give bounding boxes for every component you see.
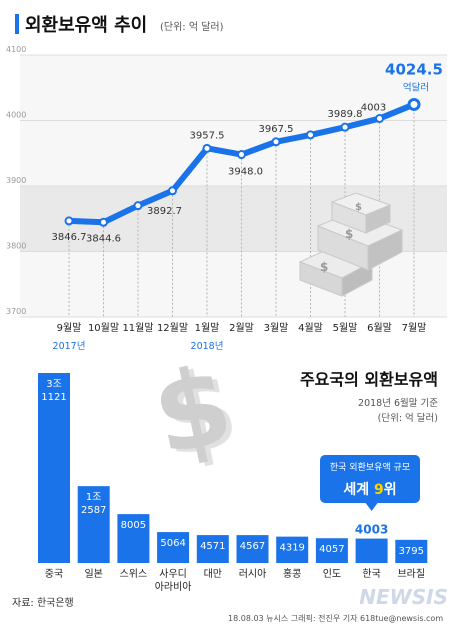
value-label: 3948.0 [228,167,263,178]
svg-text:$: $ [143,342,243,480]
value-label: 4003 [361,103,386,114]
value-label: 3967.5 [259,124,294,135]
x-tick-label: 4월말 [298,322,323,334]
bar-category-label: 브라질 [397,568,425,580]
data-point [64,216,74,226]
data-point [306,130,315,140]
bar-value-label: 2587 [81,505,106,516]
rank-callout: 한국 외환보유액 규모 세계 9위 [320,455,420,511]
x-tick-label: 11월말 [122,322,153,334]
bar-category-label: 스위스 [120,567,148,580]
x-tick-label: 12월말 [157,322,188,334]
bar-category-label: 아라비아 [155,581,192,593]
bar [236,535,269,563]
newsis-logo: NEWSIS [359,585,448,609]
svg-text:$: $ [355,202,362,213]
data-point [271,137,281,147]
bar-value-label: 4571 [200,541,225,552]
value-label: 3989.8 [328,109,363,120]
line-chart: 3700 3800 3900 4000 4100 $ $ $ 3846.7 3844.6 3… [6,45,447,352]
bar-category-label: 중국 [45,568,63,580]
y-tick-label: 4100 [6,45,26,54]
svg-text:$: $ [345,227,353,241]
money-stack-illustration: $ $ $ [298,192,404,297]
dollar-sign-illustration: $ $ [143,342,248,483]
bar-value-label: 1조 [86,492,102,503]
bar [157,532,190,563]
bar-value-label: 3795 [399,546,424,557]
bar-chart: $ $ 주요국의 외환보유액 2018년 6월말 기준 (단위: 억 달러) 3… [38,342,438,593]
data-point [133,201,143,211]
bar-category-label: 인도 [323,568,341,580]
highlight-unit: 억달러 [403,81,429,93]
title-accent-bar [15,14,19,34]
bar-category-label: 일본 [84,568,102,580]
bar-value-label: 4003 [355,523,388,537]
bar-value-label: 1121 [41,392,66,403]
bar [38,373,70,563]
y-tick-label: 3900 [6,176,26,185]
data-point [375,114,384,124]
data-point [168,186,177,196]
bar [276,536,309,563]
bar [196,535,229,563]
x-tick-label: 9월말 [57,322,82,334]
callout-line1: 한국 외환보유액 규모 [330,461,410,473]
x-tick-label: 3월말 [264,322,289,334]
source-note: 자료: 한국은행 [12,597,74,609]
bar [77,486,110,563]
bar-category-label: 홍콩 [283,567,301,580]
bar-value-label: 4567 [240,541,265,552]
year-label: 2018년 [191,341,224,352]
bar [395,539,428,563]
svg-text:$: $ [320,260,328,274]
bar-category-label: 한국 [362,568,380,580]
bar [117,514,150,563]
bar [315,538,348,563]
data-point [202,143,212,153]
value-label: 3957.5 [190,130,225,141]
x-tick-label: 5월말 [333,322,358,334]
y-tick-label: 4000 [6,111,26,120]
data-point [99,217,108,227]
unit-note: (단위: 억 달러) [160,20,224,33]
y-tick-label: 3800 [6,242,26,251]
x-tick-label: 10월말 [88,322,119,334]
bar-category-label: 대만 [204,568,222,580]
footer-credit: 18.08.03 뉴시스 그래픽: 전진우 기자 618tue@newsis.c… [228,613,443,623]
y-tick-label: 3700 [6,307,26,316]
bar-value-label: 8005 [121,520,146,531]
bar-category-label: 사우디 [159,568,187,580]
value-label: 3892.7 [147,206,182,217]
x-tick-label: 7월말 [402,322,427,334]
bar-category-label: 러시아 [239,568,267,580]
data-point [407,97,421,111]
bar-value-label: 3조 [46,379,62,390]
data-point [237,150,246,160]
bar-chart-unit: (단위: 억 달러) [378,412,438,424]
x-tick-label: 2월말 [229,322,254,334]
page-title: 외환보유액 추이 [25,14,147,36]
x-tick-label: 6월말 [367,322,392,334]
data-point [340,122,350,132]
bar-value-label: 4057 [319,544,344,555]
year-label: 2017년 [53,341,86,352]
bar-chart-title: 주요국의 외환보유액 [300,370,438,389]
bar-value-label: 5064 [160,538,185,549]
value-label: 3844.6 [86,233,121,244]
bar [355,538,388,563]
callout-line2: 세계 9위 [343,482,396,498]
value-label: 3846.7 [52,232,87,243]
bar-value-label: 4319 [279,543,304,554]
x-tick-label: 1월말 [195,322,220,334]
bar-chart-subtitle: 2018년 6월말 기준 [358,397,438,409]
highlight-value: 4024.5 [385,60,443,78]
